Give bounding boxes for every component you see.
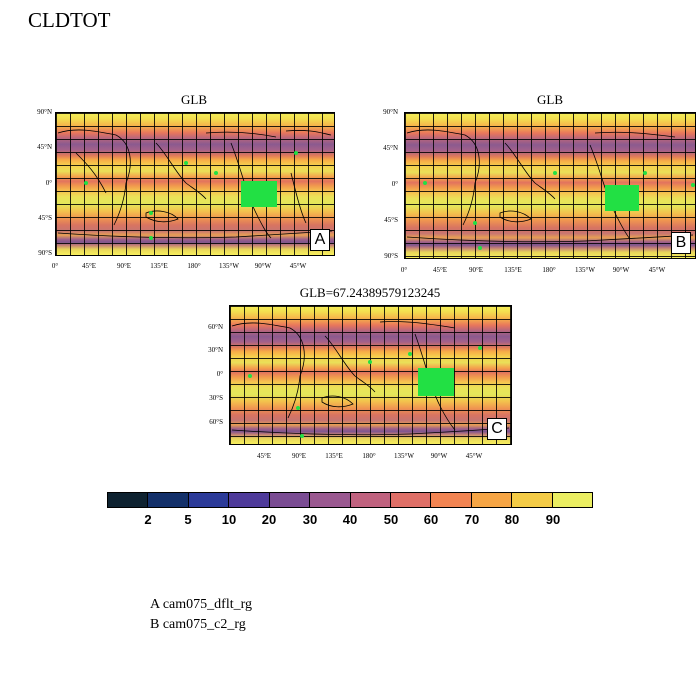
lon-label: 0° — [51, 262, 59, 270]
lat-label: 45°N — [37, 143, 52, 151]
lon-label: 135°E — [150, 262, 168, 270]
lat-label: 0° — [216, 370, 223, 378]
legend-entry-a: A cam075_dflt_rg — [150, 597, 253, 612]
panel-letter-a: A — [310, 229, 330, 251]
colorbar-label: 80 — [504, 512, 520, 527]
lon-label: 45°E — [81, 262, 97, 270]
lat-label: 45°S — [38, 214, 52, 222]
lon-label: 45°E — [256, 452, 272, 460]
lat-label: 45°N — [383, 144, 398, 152]
lon-label: 135°E — [504, 266, 522, 274]
lat-label: 90°S — [384, 252, 398, 260]
colorbar-label: 30 — [302, 512, 318, 527]
lon-label: 45°W — [289, 262, 307, 270]
panel-letter-c: C — [487, 418, 507, 440]
lat-label: 60°N — [208, 323, 223, 331]
lon-label: 180° — [542, 266, 556, 274]
lon-label: 135°W — [394, 452, 414, 460]
colorbar-swatch — [310, 493, 351, 507]
colorbar-label: 20 — [261, 512, 277, 527]
colorbar-swatch — [552, 493, 593, 507]
map-panel-a: A — [55, 112, 335, 256]
lat-label: 0° — [391, 180, 398, 188]
lon-label: 90°W — [254, 262, 272, 270]
colorbar-swatch — [148, 493, 189, 507]
colorbar-swatch — [269, 493, 311, 507]
lat-label: 90°N — [37, 108, 52, 116]
lon-label: 90°E — [468, 266, 484, 274]
panel-b-title: GLB — [537, 92, 563, 107]
lat-label: 30°S — [209, 394, 223, 402]
lon-label: 135°E — [325, 452, 343, 460]
lon-label: 90°E — [116, 262, 132, 270]
colorbar-swatch — [188, 493, 230, 507]
lon-label: 45°E — [432, 266, 448, 274]
lon-label: 90°W — [612, 266, 630, 274]
map-panel-c: C — [229, 305, 512, 445]
continents-outline — [57, 129, 333, 240]
colorbar — [107, 492, 593, 508]
lon-label: 90°W — [430, 452, 448, 460]
colorbar-swatch — [471, 493, 513, 507]
colorbar-swatch — [431, 493, 472, 507]
lat-label: 90°N — [383, 108, 398, 116]
lon-label: 135°W — [575, 266, 595, 274]
lon-label: 45°W — [648, 266, 666, 274]
continents-outline — [231, 321, 510, 438]
colorbar-swatch — [229, 493, 270, 507]
continents-outline — [406, 129, 695, 250]
map-panel-b: B — [404, 112, 696, 259]
colorbar-label: 5 — [184, 512, 192, 527]
lon-label: 0° — [400, 266, 408, 274]
colorbar-swatch — [512, 493, 553, 507]
colorbar-label: 90 — [545, 512, 561, 527]
lat-label: 45°S — [384, 216, 398, 224]
colorbar-label: 2 — [144, 512, 152, 527]
lat-label: 0° — [45, 179, 52, 187]
lat-label: 90°S — [38, 249, 52, 257]
lon-label: 180° — [362, 452, 376, 460]
colorbar-swatch — [390, 493, 432, 507]
colorbar-label: 10 — [221, 512, 237, 527]
main-title: CLDTOT — [28, 8, 111, 32]
lon-label: 90°E — [291, 452, 307, 460]
legend-entry-b: B cam075_c2_rg — [150, 617, 246, 632]
panel-c-title: GLB=67.24389579123245 — [299, 285, 441, 300]
colorbar-swatch — [108, 493, 149, 507]
lat-label: 60°S — [209, 418, 223, 426]
colorbar-label: 40 — [342, 512, 358, 527]
lon-label: 135°W — [219, 262, 239, 270]
colorbar-swatch — [350, 493, 391, 507]
colorbar-label: 60 — [423, 512, 439, 527]
panel-a-title: GLB — [181, 92, 207, 107]
colorbar-label: 70 — [464, 512, 480, 527]
colorbar-label: 50 — [383, 512, 399, 527]
lat-label: 30°N — [208, 346, 223, 354]
panel-letter-b: B — [671, 232, 691, 254]
lon-label: 45°W — [465, 452, 483, 460]
lon-label: 180° — [187, 262, 201, 270]
